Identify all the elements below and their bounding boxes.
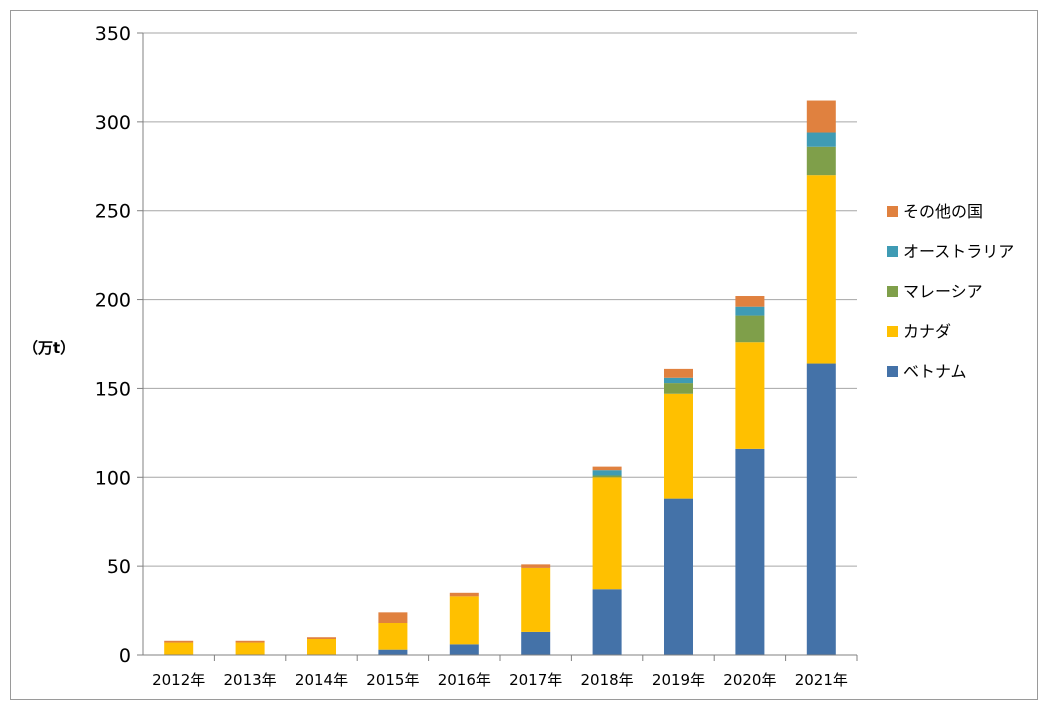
legend-swatch: [887, 206, 898, 217]
y-tick-labels: 0 50 100 150 200 250 300 350: [95, 23, 143, 667]
x-tick-label: 2015年: [366, 671, 419, 689]
bar-segment: [449, 644, 479, 655]
x-tick-label: 2018年: [581, 671, 634, 689]
x-tick-label: 2019年: [652, 671, 705, 689]
legend-label: ベトナム: [903, 362, 967, 381]
legend-item: オーストラリア: [887, 242, 1014, 261]
bar-segment: [735, 448, 765, 655]
bar-segment: [592, 470, 622, 476]
y-tick-label: 0: [119, 645, 131, 667]
x-tick-label: 2016年: [438, 671, 491, 689]
gridlines: [143, 32, 857, 567]
bar-segment: [592, 475, 622, 478]
y-tick-label: 150: [95, 378, 131, 400]
y-tick-label: 350: [95, 23, 131, 45]
bar-segment: [735, 342, 765, 449]
x-tick-label: 2017年: [509, 671, 562, 689]
legend-swatch: [887, 286, 898, 297]
y-axis-unit-label: （万t）: [23, 339, 75, 357]
bar-segment: [378, 612, 408, 624]
y-tick-label: 100: [95, 467, 131, 489]
legend-swatch: [887, 246, 898, 257]
legend-label: カナダ: [903, 322, 951, 341]
legend-label: オーストラリア: [903, 242, 1014, 261]
x-tick-labels: 2012年 2013年 2014年 2015年 2016年 2017年 2018年 2019年…: [152, 671, 848, 689]
bar-segment: [307, 639, 336, 655]
bar-segment: [806, 175, 836, 364]
legend-item: マレーシア: [887, 282, 983, 301]
x-tick-label: 2013年: [224, 671, 277, 689]
legend-item: その他の国: [887, 202, 983, 221]
bar-segment: [521, 564, 551, 568]
y-tick-label: 250: [95, 201, 131, 223]
bar-segment: [664, 498, 693, 655]
legend-item: カナダ: [887, 322, 951, 341]
bar-segment: [592, 466, 622, 471]
bar-segment: [664, 383, 693, 394]
bar-segment: [235, 642, 265, 655]
bar-segment: [735, 306, 765, 316]
bar-segment: [806, 146, 836, 176]
bar-segment: [806, 132, 836, 147]
bar-segment: [164, 640, 194, 643]
bar-segment: [164, 642, 194, 655]
y-tick-label: 300: [95, 112, 131, 134]
bar-segment: [664, 393, 693, 499]
bar-segment: [378, 649, 408, 655]
legend-swatch: [887, 366, 898, 377]
bar-segment: [449, 596, 479, 645]
bar-segment: [521, 631, 551, 655]
bar-segment: [235, 640, 265, 643]
bar-segment: [664, 377, 693, 384]
x-tick-label: 2014年: [295, 671, 348, 689]
x-tick-label: 2020年: [723, 671, 776, 689]
bar-segment: [378, 623, 408, 650]
axes: [142, 33, 858, 661]
bar-segment: [806, 363, 836, 655]
legend-item: ベトナム: [887, 362, 967, 381]
bar-segment: [592, 477, 622, 590]
bars: [164, 100, 836, 655]
bar-segment: [592, 589, 622, 655]
bar-segment: [806, 100, 836, 133]
legend-swatch: [887, 326, 898, 337]
y-tick-label: 200: [95, 290, 131, 312]
bar-segment: [307, 637, 336, 640]
bar-segment: [664, 368, 693, 378]
bar-segment: [735, 296, 765, 307]
x-tick-label: 2012年: [152, 671, 205, 689]
bar-segment: [449, 592, 479, 597]
legend-label: マレーシア: [903, 282, 983, 301]
y-tick-label: 50: [107, 556, 131, 578]
legend-label: その他の国: [903, 202, 983, 221]
chart-frame: 0 50 100 150 200 250 300 350 2012年 2013年 2014年 201…: [10, 10, 1038, 700]
bar-segment: [735, 315, 765, 343]
bar-segment: [521, 567, 551, 632]
x-tick-label: 2021年: [795, 671, 848, 689]
